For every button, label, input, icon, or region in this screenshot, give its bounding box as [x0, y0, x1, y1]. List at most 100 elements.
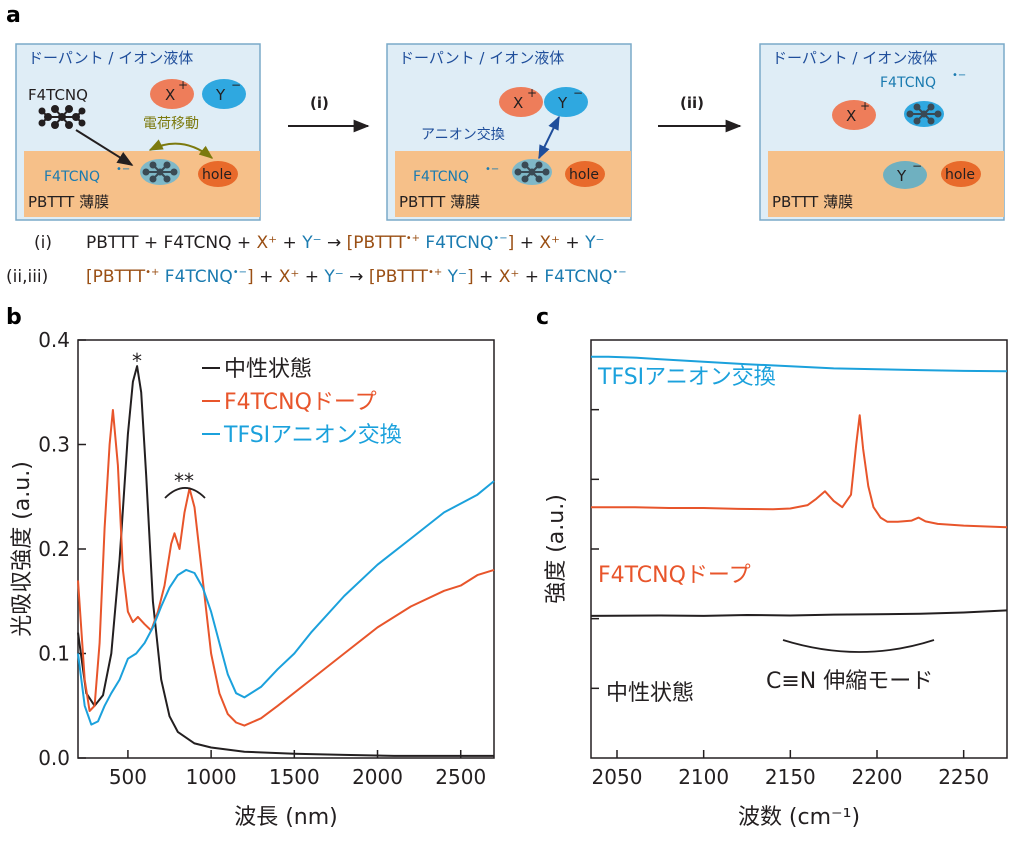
- equation-term: X⁺: [279, 267, 300, 287]
- charge-transfer-label: 電荷移動: [143, 116, 199, 132]
- x-axis-label: 波長 (nm): [234, 805, 338, 830]
- equation-term: +: [474, 267, 499, 287]
- legend-label: F4TCNQドープ: [224, 390, 377, 415]
- equation-term: Y⁻: [584, 233, 604, 253]
- equation-term: +: [299, 267, 324, 287]
- equation-term: [PBTTT: [369, 267, 429, 287]
- equation-1: PBTTT + F4TCNQ + X⁺ + Y⁻ → [PBTTT•+ F4TC…: [86, 233, 604, 253]
- x-tick-label: 1500: [269, 765, 320, 789]
- f4tcnq-anion-molecule-icon: [140, 159, 180, 185]
- equation-term: •+: [406, 233, 420, 244]
- x-tick-label: 2500: [435, 765, 486, 789]
- equation-term: •+: [145, 267, 159, 278]
- cation-x-label: X: [846, 107, 856, 125]
- f4tcnq-label: F4TCNQ: [28, 86, 88, 104]
- panel-label-b: b: [6, 305, 22, 330]
- box-title: ドーパント / イオン液体: [28, 49, 193, 67]
- x-tick-label: 2200: [852, 765, 903, 789]
- schematic-box-initial: ドーパント / イオン液体 F4TCNQ X + Y − 電荷移動: [15, 43, 261, 221]
- f4tcnq-anion-molecule-icon: [512, 159, 552, 185]
- absorption-spectrum-chart: 500 1000 1500 2000 2500 0.0 0.1 0.2 0.3 0.4 波長 (n…: [10, 328, 495, 830]
- x-tick-label: 2100: [678, 765, 729, 789]
- series-line: [590, 609, 1008, 617]
- equation-term: Y⁻: [442, 267, 467, 287]
- anion-exchange-label: アニオン交換: [421, 126, 505, 143]
- equation-term: →: [344, 267, 369, 287]
- series-line: [77, 480, 495, 726]
- hole-label: hole: [569, 167, 599, 183]
- equation-2: [PBTTT•+ F4TCNQ•−] + X⁺ + Y⁻ → [PBTTT•+ …: [86, 267, 627, 287]
- anion-y-ion: [202, 79, 246, 109]
- film-label: PBTTT 薄膜: [772, 193, 853, 211]
- y-axis-label: 強度 (a.u.): [544, 494, 569, 604]
- charge-transfer-arrow: [148, 139, 214, 159]
- x-tick-label: 2000: [352, 765, 403, 789]
- schematic-box-exchanged: ドーパント / イオン液体 F4TCNQ •− X + Y − hole PBT…: [759, 43, 1005, 221]
- equation-term: ]: [467, 267, 474, 287]
- equation-term: PBTTT + F4TCNQ +: [86, 233, 257, 253]
- equation-1-label: (i): [34, 233, 52, 253]
- cation-x-ion: [150, 79, 194, 109]
- anion-y-label: Y: [557, 94, 568, 112]
- step-i-label: (i): [310, 94, 329, 112]
- box-title: ドーパント / イオン液体: [399, 49, 564, 67]
- series-line: [77, 409, 495, 727]
- equation-term: +: [514, 233, 539, 253]
- f4tcnq-anion-label: F4TCNQ: [413, 169, 469, 185]
- legend: 中性状態 F4TCNQドープ TFSIアニオン交換: [202, 357, 402, 448]
- anion-y-label: Y: [896, 167, 907, 185]
- equation-term: +: [519, 267, 544, 287]
- y-tick-label: 0.3: [38, 433, 70, 457]
- anion-y-charge: −: [231, 78, 241, 92]
- equation-term: +: [254, 267, 279, 287]
- anion-y-label: Y: [215, 86, 226, 104]
- equation-term: [PBTTT: [86, 267, 146, 287]
- equation-term: F4TCNQ: [544, 267, 612, 287]
- equation-term: X⁺: [257, 233, 278, 253]
- step-ii-label: (ii): [680, 94, 704, 112]
- equation-term: F4TCNQ: [420, 233, 493, 253]
- dopant-arrow: [75, 129, 134, 166]
- equation-2-label: (ii,iii): [6, 267, 48, 287]
- cn-stretch-bracket: [782, 639, 935, 653]
- ir-spectrum-chart: 2050 2100 2150 2200 2250 波数 (cm⁻¹) 強度 (a.u.)…: [544, 339, 1008, 830]
- equation-term: +: [560, 233, 585, 253]
- y-tick-label: 0.0: [38, 746, 70, 770]
- legend-label: TFSIアニオン交換: [223, 423, 402, 448]
- f4tcnq-anion-label: F4TCNQ: [44, 169, 100, 185]
- equation-term: ]: [508, 233, 515, 253]
- cation-x-label: X: [165, 86, 175, 104]
- schematic-box-doped: ドーパント / イオン液体 X + Y − アニオン交換 F4TCNQ •− h…: [386, 43, 632, 221]
- series-label-tfsi: TFSIアニオン交換: [597, 365, 776, 390]
- equation-term: •+: [428, 267, 442, 278]
- anion-y-ion: [883, 161, 927, 189]
- f4tcnq-anion-charge: •−: [116, 164, 130, 175]
- anion-exchange-arrow: [538, 115, 560, 160]
- cation-x-ion: [832, 100, 876, 130]
- x-tick-label: 2250: [938, 765, 989, 789]
- f4tcnq-anion-charge: •−: [485, 164, 499, 175]
- y-tick-label: 0.1: [38, 642, 70, 666]
- hole-label: hole: [945, 167, 975, 183]
- series-line: [77, 365, 494, 757]
- annotation-single-star: *: [132, 349, 142, 373]
- cation-x-charge: +: [860, 99, 870, 113]
- equation-term: F4TCNQ: [159, 267, 232, 287]
- cation-x-ion: [499, 87, 543, 117]
- anion-y-charge: −: [912, 159, 922, 173]
- f4tcnq-molecule-icon: [38, 105, 86, 129]
- series-line: [591, 355, 1008, 373]
- hole-label: hole: [202, 167, 232, 183]
- x-tick-label: 1000: [186, 765, 237, 789]
- double-star-bracket: [164, 487, 206, 499]
- panel-label-a: a: [6, 3, 21, 28]
- hole-carrier: [198, 161, 238, 187]
- film-label: PBTTT 薄膜: [399, 193, 480, 211]
- x-tick-label: 500: [109, 765, 147, 789]
- cn-stretch-annotation: C≡N 伸縮モード: [766, 669, 933, 694]
- cation-x-charge: +: [527, 86, 537, 100]
- panel-label-c: c: [536, 305, 549, 330]
- equation-term: [PBTTT: [347, 233, 407, 253]
- x-tick-label: 2150: [765, 765, 816, 789]
- f4tcnq-anion-charge: •−: [952, 70, 966, 81]
